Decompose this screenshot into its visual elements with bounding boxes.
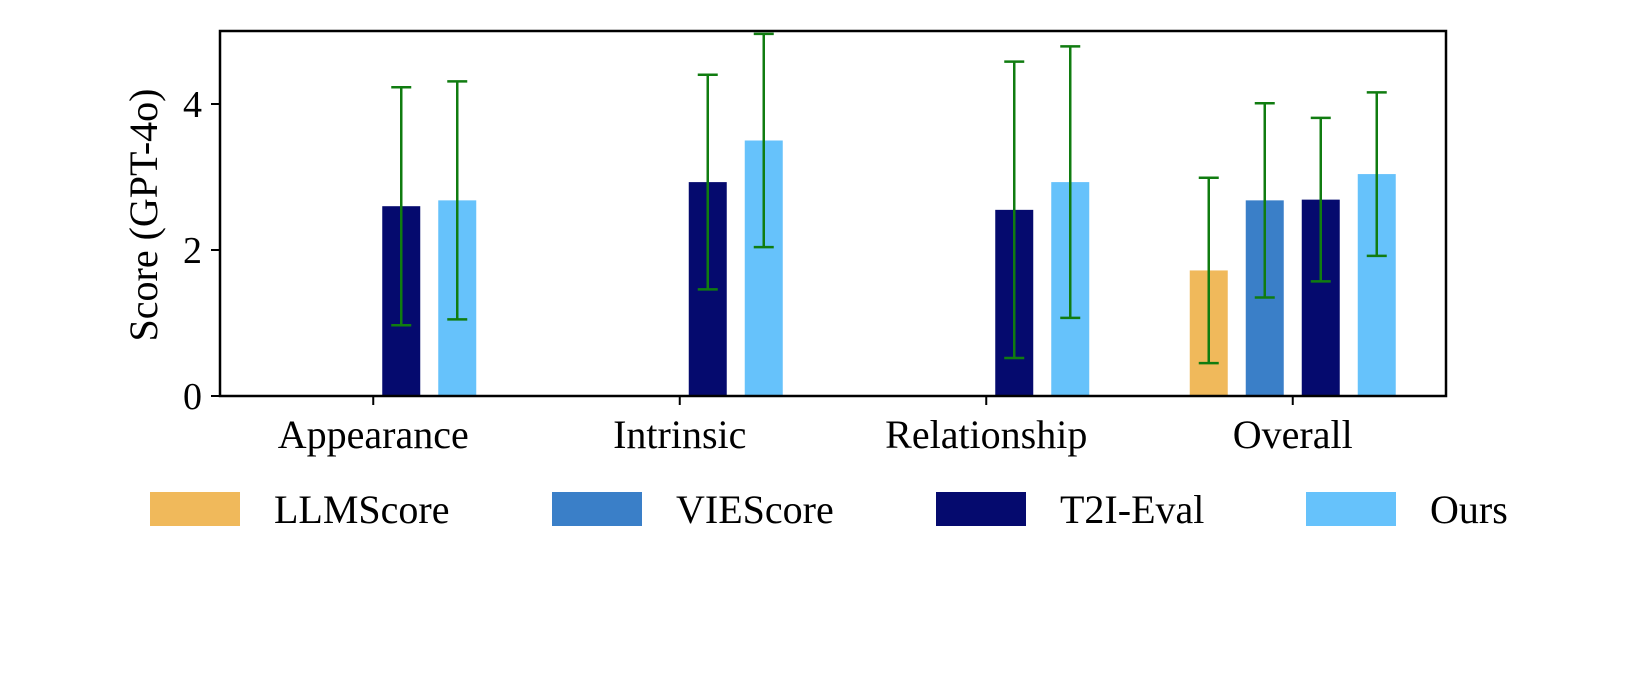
x-tick-label: Overall [1233, 412, 1353, 457]
legend-label: Ours [1430, 487, 1508, 532]
legend-label: VIEScore [676, 487, 834, 532]
legend-swatch [552, 492, 642, 526]
legend-item: T2I-Eval [936, 487, 1204, 532]
x-tick-label: Intrinsic [613, 412, 746, 457]
y-tick-label: 0 [183, 376, 202, 418]
y-axis-label: Score (GPT-4o) [121, 89, 166, 342]
error-bars [391, 32, 1387, 365]
legend-label: LLMScore [274, 487, 450, 532]
y-tick-label: 2 [183, 230, 202, 272]
legend: LLMScore VIEScore T2I-Eval Ours [150, 487, 1508, 532]
plot-area: 0 2 4 Appearance Intrinsic Relationship Overal… [183, 29, 1448, 457]
legend-swatch [936, 492, 1026, 526]
legend-item: LLMScore [150, 487, 450, 532]
legend-item: Ours [1306, 487, 1508, 532]
x-tick-label: Appearance [278, 412, 469, 457]
legend-label: T2I-Eval [1060, 487, 1204, 532]
legend-swatch [150, 492, 240, 526]
legend-swatch [1306, 492, 1396, 526]
legend-item: VIEScore [552, 487, 834, 532]
series-ours [438, 140, 1396, 396]
x-tick-label: Relationship [885, 412, 1087, 457]
plot-frame [218, 29, 1448, 398]
y-tick-label: 4 [183, 84, 202, 126]
